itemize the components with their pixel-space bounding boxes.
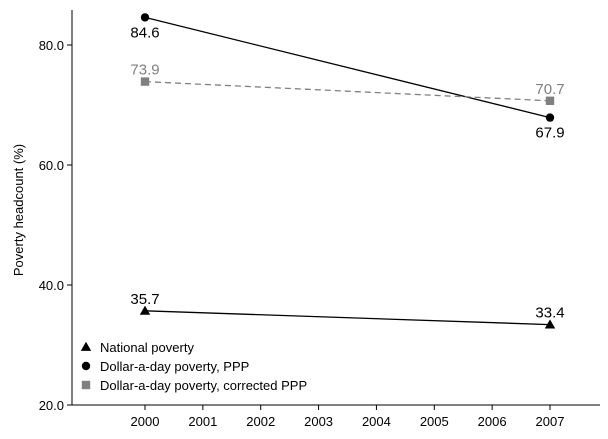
legend-label: National poverty xyxy=(100,340,194,355)
x-tick-label: 2002 xyxy=(246,414,275,429)
legend-item: Dollar-a-day poverty, PPP xyxy=(81,359,249,374)
data-label: 84.6 xyxy=(130,24,159,41)
x-tick-label: 2003 xyxy=(304,414,333,429)
series-circle: 84.6 67.9 xyxy=(130,13,565,142)
series-line xyxy=(144,310,551,326)
legend: National poverty Dollar-a-day poverty, PP… xyxy=(80,340,307,393)
data-label: 73.9 xyxy=(130,62,159,79)
series-square: 73.9 70.7 xyxy=(130,62,565,105)
legend-label: Dollar-a-day poverty, PPP xyxy=(100,359,249,374)
series-triangle: 35.7 33.4 xyxy=(130,291,565,329)
y-tick-label: 80.0 xyxy=(39,38,64,53)
data-point xyxy=(140,77,150,86)
legend-marker xyxy=(80,341,92,351)
legend-item: Dollar-a-day poverty, corrected PPP xyxy=(81,378,307,393)
data-label: 67.9 xyxy=(535,125,564,142)
legend-label: Dollar-a-day poverty, corrected PPP xyxy=(100,378,307,393)
x-tick-label: 2006 xyxy=(478,414,507,429)
x-tick-label: 2007 xyxy=(536,414,565,429)
x-tick-label: 2001 xyxy=(188,414,217,429)
data-point xyxy=(545,113,555,122)
x-tick-label: 2004 xyxy=(362,414,391,429)
series-line xyxy=(144,80,551,102)
legend-marker xyxy=(81,361,91,371)
legend-item: National poverty xyxy=(80,340,194,355)
data-point xyxy=(139,305,151,315)
y-axis-label: Poverty headcount (%) xyxy=(11,144,26,276)
data-point xyxy=(545,96,555,105)
y-tick-label: 60.0 xyxy=(39,158,64,173)
series-line xyxy=(144,16,551,119)
x-tick-label: 2000 xyxy=(131,414,160,429)
data-point xyxy=(140,13,150,22)
series-layer: 35.7 33.4 84.6 67.9 73.9 70.7 xyxy=(130,13,565,329)
x-axis: 2000 2001 2002 2003 2004 2005 2006 2007 xyxy=(72,404,600,429)
data-label: 33.4 xyxy=(535,305,564,322)
legend-marker xyxy=(81,380,91,390)
y-axis: 20.0 40.0 60.0 80.0 xyxy=(39,10,73,413)
x-tick-label: 2005 xyxy=(420,414,449,429)
data-label: 70.7 xyxy=(535,81,564,98)
y-tick-label: 40.0 xyxy=(39,278,64,293)
data-label: 35.7 xyxy=(130,291,159,308)
data-point xyxy=(544,319,556,329)
y-tick-label: 20.0 xyxy=(39,398,64,413)
